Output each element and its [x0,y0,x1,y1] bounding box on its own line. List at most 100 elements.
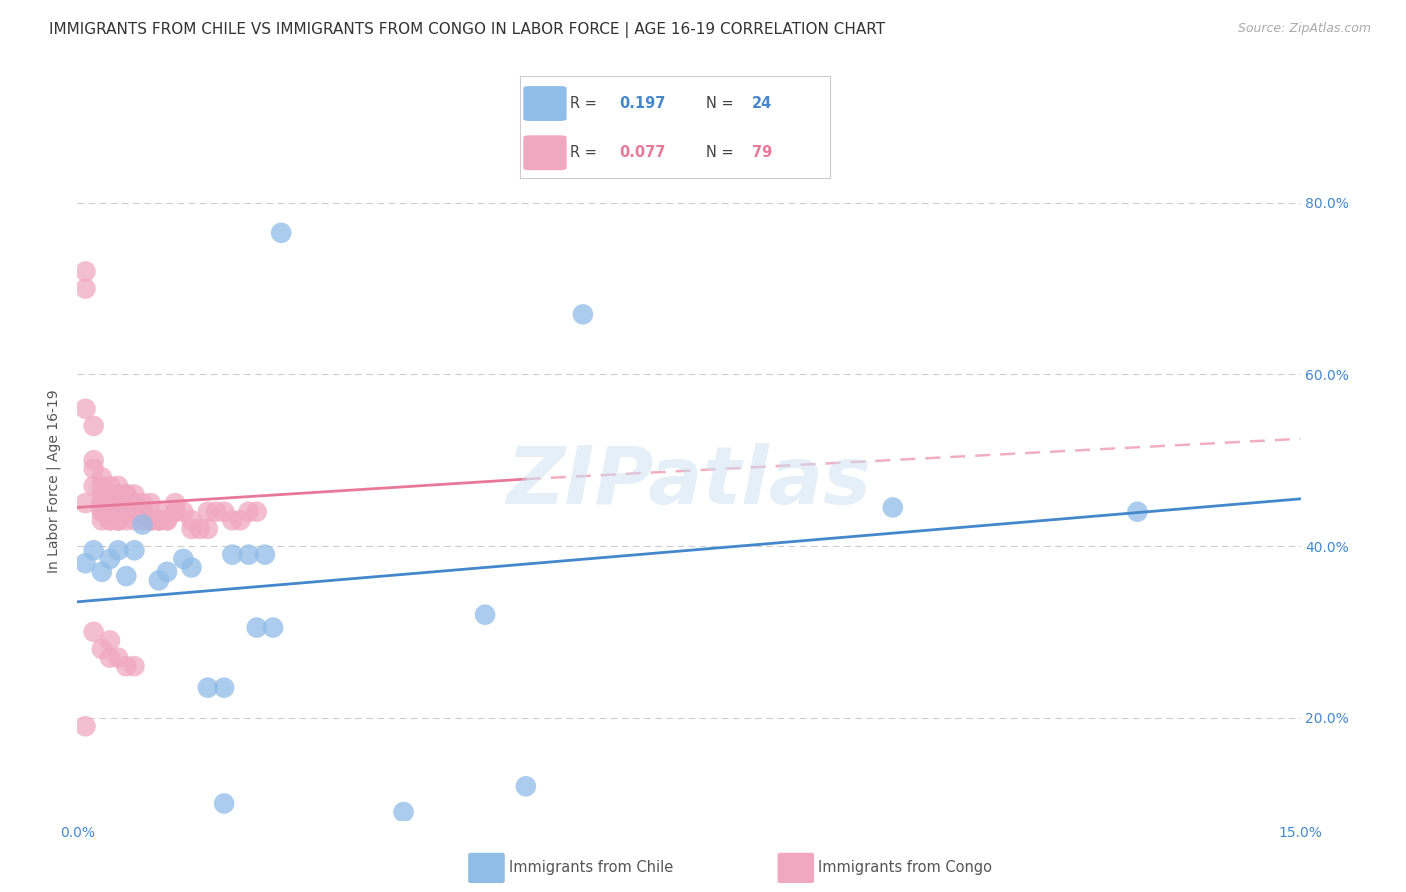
Point [139,513,162,527]
Text: 24: 24 [752,96,772,111]
Text: 0.077: 0.077 [619,145,665,161]
Text: ZIPatlas: ZIPatlas [506,442,872,521]
Point [90,505,112,519]
Point [139,513,162,527]
Point [107,487,129,501]
Point [107,487,129,501]
Point [205,505,228,519]
Point [75,264,97,278]
Point [90,470,112,484]
Y-axis label: In Labor Force | Age 16-19: In Labor Force | Age 16-19 [46,390,62,574]
Point [115,496,138,510]
Text: R =: R = [569,145,596,161]
Point [83,453,105,467]
Point [212,797,235,811]
Point [107,650,129,665]
Point [212,681,235,695]
Point [221,513,243,527]
Point [882,500,904,515]
Point [75,282,97,296]
Point [124,659,146,673]
Point [197,681,219,695]
Point [115,487,138,501]
Point [98,505,121,519]
Point [115,659,138,673]
Point [180,560,202,574]
Point [107,505,129,519]
Point [90,565,112,579]
Point [246,621,269,635]
Point [90,505,112,519]
Point [165,496,187,510]
Point [75,719,97,733]
Text: Source: ZipAtlas.com: Source: ZipAtlas.com [1237,22,1371,36]
Point [98,650,121,665]
Point [131,496,153,510]
Point [131,505,153,519]
FancyBboxPatch shape [523,136,567,170]
Point [131,505,153,519]
Point [212,505,235,519]
Point [124,496,146,510]
Point [90,513,112,527]
Text: 0.197: 0.197 [619,96,665,111]
Point [131,513,153,527]
Point [572,307,595,321]
Point [115,569,138,583]
Text: IMMIGRANTS FROM CHILE VS IMMIGRANTS FROM CONGO IN LABOR FORCE | AGE 16-19 CORREL: IMMIGRANTS FROM CHILE VS IMMIGRANTS FROM… [49,22,886,38]
Point [253,548,276,562]
Point [115,505,138,519]
Point [515,780,537,794]
Point [148,513,170,527]
Point [83,462,105,476]
Point [180,522,202,536]
Point [107,543,129,558]
Point [197,522,219,536]
Point [156,565,179,579]
Point [107,505,129,519]
Point [83,624,105,639]
Point [148,513,170,527]
Point [124,505,146,519]
Point [115,513,138,527]
Point [262,621,284,635]
Point [148,513,170,527]
Point [75,556,97,570]
Point [270,226,292,240]
Point [131,517,153,532]
FancyBboxPatch shape [523,87,567,121]
Text: R =: R = [569,96,596,111]
Point [83,418,105,433]
Point [124,487,146,501]
Point [474,607,496,622]
Point [98,513,121,527]
Point [156,513,179,527]
Point [124,543,146,558]
Point [172,552,194,566]
Point [90,496,112,510]
Point [180,513,202,527]
Point [90,479,112,493]
Point [115,487,138,501]
Point [238,548,260,562]
Point [188,522,211,536]
Point [90,642,112,657]
Text: N =: N = [706,145,734,161]
Point [148,505,170,519]
Point [139,496,162,510]
Point [98,496,121,510]
Point [246,505,269,519]
Point [90,496,112,510]
Point [392,805,415,819]
Point [148,574,170,588]
Point [107,513,129,527]
Text: Immigrants from Chile: Immigrants from Chile [509,861,673,875]
Point [98,479,121,493]
Point [229,513,252,527]
Point [165,505,187,519]
Point [98,633,121,648]
Point [172,505,194,519]
Point [115,496,138,510]
Point [124,505,146,519]
Point [75,401,97,416]
